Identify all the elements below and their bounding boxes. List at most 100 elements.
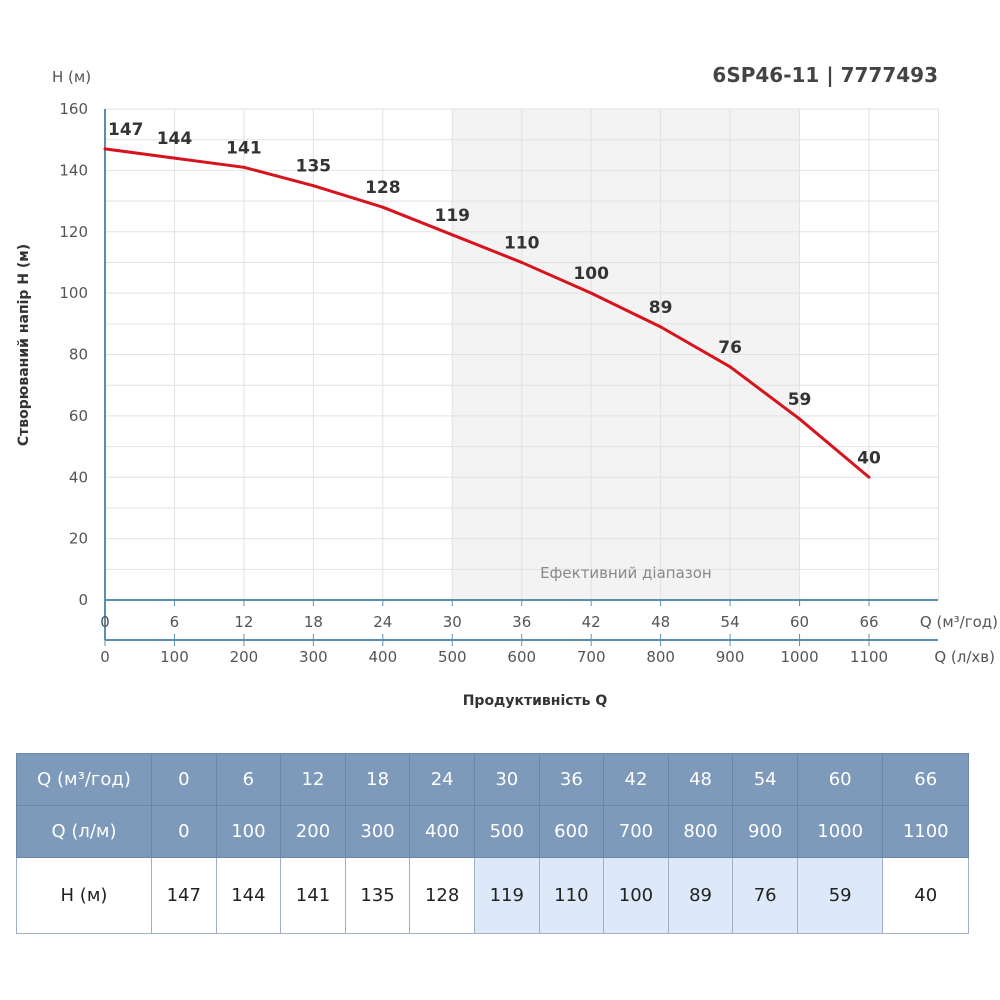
x-tick-label: 12	[234, 613, 253, 631]
data-point	[450, 233, 454, 237]
q-l-cell: 700	[603, 805, 669, 858]
y-tick-label: 140	[59, 161, 88, 179]
data-label: 110	[504, 233, 540, 253]
q-m3-cell: 30	[473, 753, 540, 806]
x-tick-label: 48	[651, 613, 670, 631]
x-tick-label-secondary: 500	[438, 648, 467, 666]
data-point	[520, 260, 524, 264]
q-m3-cell: 60	[796, 753, 884, 806]
head-cell: 76	[732, 857, 798, 934]
x-tick-label-secondary: 300	[299, 648, 328, 666]
x-tick-label: 60	[790, 613, 809, 631]
x-axis-title: Продуктивність Q	[463, 693, 608, 709]
head-cell: 144	[215, 857, 282, 934]
head-cell: 89	[667, 857, 734, 934]
q-l-cell: 200	[280, 805, 346, 858]
y-axis-title: Створюваний напір H (м)	[16, 244, 32, 446]
y-tick-label: 60	[69, 407, 88, 425]
head-cell: 110	[538, 857, 605, 934]
data-point	[867, 475, 871, 479]
data-label: 100	[573, 264, 609, 284]
efficient-range-label: Ефективний діапазон	[540, 564, 712, 582]
data-point	[311, 184, 315, 188]
x-tick-label-secondary: 900	[716, 648, 745, 666]
x-tick-label: 24	[373, 613, 392, 631]
head-cell: 147	[151, 857, 217, 934]
head-cell: 100	[603, 857, 669, 934]
x-tick-label: 30	[443, 613, 462, 631]
data-label: 141	[226, 138, 262, 158]
y-unit-label: H (м)	[52, 68, 91, 86]
data-label: 76	[718, 338, 742, 358]
data-label: 128	[365, 178, 401, 198]
head-cell: 128	[409, 857, 475, 934]
x-tick-label-secondary: 0	[100, 648, 110, 666]
data-label: 119	[435, 206, 471, 226]
x-tick-label-secondary: 600	[507, 648, 536, 666]
y-tick-label: 80	[69, 346, 88, 364]
data-point	[242, 165, 246, 169]
y-tick-label: 20	[69, 530, 88, 548]
data-point	[589, 291, 593, 295]
q-m3-cell: 12	[280, 753, 346, 806]
data-point	[381, 205, 385, 209]
head-cell: 59	[796, 857, 884, 934]
data-label: 89	[649, 298, 673, 318]
head-cell: 141	[280, 857, 346, 934]
y-tick-label: 100	[59, 284, 88, 302]
head-cell: 135	[344, 857, 411, 934]
data-label: 147	[108, 120, 144, 140]
row-label-q-m3: Q (м³/год)	[16, 753, 152, 806]
head-cell: 119	[473, 857, 540, 934]
pump-curve-chart: H (м) 6SP46-11 | 7777493 Створюваний нап…	[16, 63, 998, 709]
x-tick-label: 0	[100, 613, 110, 631]
data-label: 59	[788, 390, 812, 410]
head-curve-line	[104, 147, 870, 479]
data-point	[659, 325, 663, 329]
q-m3-cell: 24	[409, 753, 475, 806]
x-tick-label: 36	[512, 613, 531, 631]
x-tick-label-secondary: 700	[577, 648, 606, 666]
x-tick-label-secondary: 100	[160, 648, 189, 666]
x-tick-label: 54	[721, 613, 740, 631]
y-tick-label: 40	[69, 468, 88, 486]
q-l-cell: 300	[344, 805, 411, 858]
q-l-cell: 600	[538, 805, 605, 858]
x-tick-label-secondary: 200	[230, 648, 259, 666]
data-point	[103, 147, 107, 151]
row-label-q-l: Q (л/м)	[16, 805, 152, 858]
q-m3-cell: 54	[732, 753, 798, 806]
x-tick-label: 42	[582, 613, 601, 631]
x-tick-label-secondary: 1100	[850, 648, 888, 666]
x-unit-secondary: Q (л/хв)	[934, 648, 995, 666]
x-unit-primary: Q (м³/год)	[920, 613, 998, 631]
row-label-h: H (м)	[16, 857, 152, 934]
x-tick-label-secondary: 400	[368, 648, 397, 666]
q-l-cell: 900	[732, 805, 798, 858]
head-cell: 40	[882, 857, 969, 934]
data-label: 40	[857, 448, 881, 468]
q-m3-cell: 42	[603, 753, 669, 806]
data-label: 144	[157, 129, 193, 149]
x-tick-label-secondary: 800	[646, 648, 675, 666]
q-l-cell: 400	[409, 805, 475, 858]
q-m3-cell: 36	[538, 753, 605, 806]
x-tick-label: 18	[304, 613, 323, 631]
performance-table: Q (м³/год) 0 6 12 18 24 30 36 42 48 54 60 66 Q (л/м)…	[16, 753, 969, 934]
q-m3-cell: 0	[151, 753, 217, 806]
data-label: 135	[296, 157, 332, 177]
data-point	[728, 365, 732, 369]
q-l-cell: 800	[667, 805, 734, 858]
q-m3-cell: 18	[344, 753, 411, 806]
q-l-cell: 100	[215, 805, 282, 858]
q-l-cell: 0	[151, 805, 217, 858]
q-l-cell: 1100	[882, 805, 969, 858]
q-m3-cell: 48	[667, 753, 734, 806]
y-tick-label: 160	[59, 100, 88, 118]
q-m3-cell: 6	[215, 753, 282, 806]
data-point	[798, 417, 802, 421]
q-m3-cell: 66	[882, 753, 969, 806]
q-l-cell: 1000	[796, 805, 884, 858]
data-point	[172, 156, 176, 160]
x-tick-label: 6	[170, 613, 180, 631]
